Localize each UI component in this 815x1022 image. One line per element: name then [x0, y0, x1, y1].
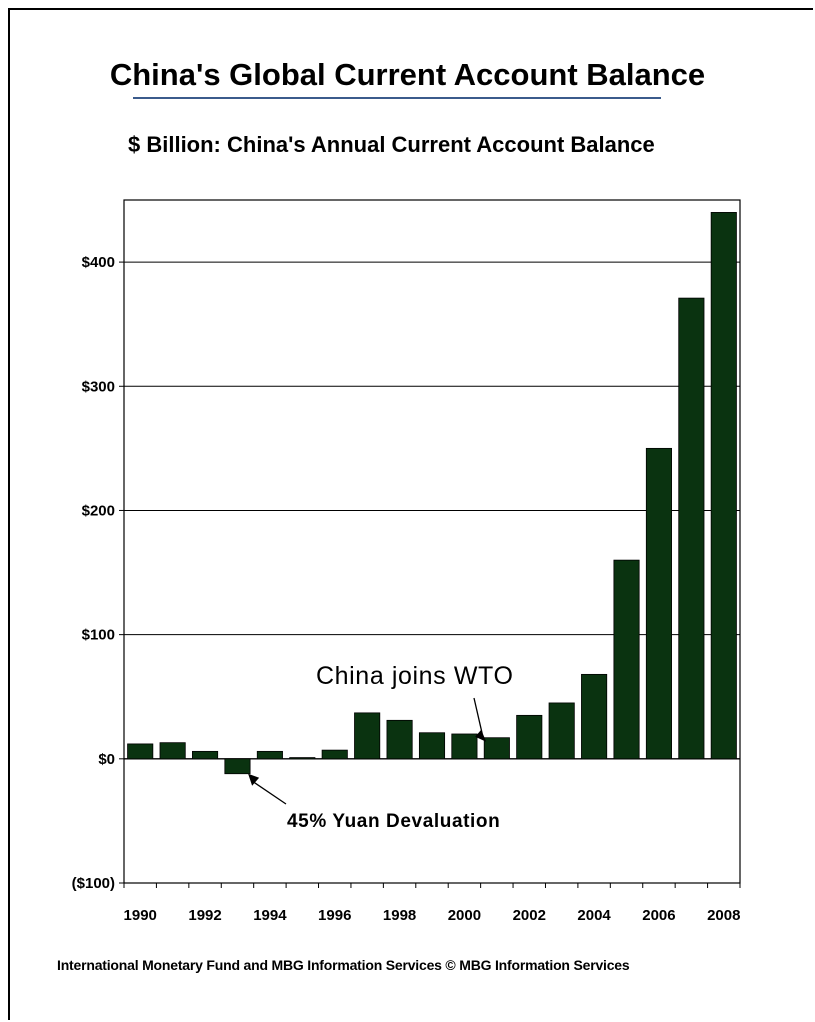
- x-tick-label: 2008: [707, 907, 740, 924]
- bar-2007: [678, 297, 705, 760]
- bar-2005: [613, 559, 640, 760]
- bar-2008: [710, 212, 737, 760]
- y-tick-label: ($100): [72, 875, 115, 892]
- bar-1995: [289, 757, 316, 760]
- bar-2002: [516, 714, 543, 760]
- bar-2001: [483, 737, 510, 760]
- y-tick-label: $0: [98, 751, 115, 768]
- title-underline: [133, 97, 661, 99]
- bar-1998: [386, 719, 413, 760]
- annotation-arrowhead-wto: [475, 729, 487, 742]
- x-tick-label: 2006: [642, 907, 675, 924]
- page-title: China's Global Current Account Balance: [109, 57, 706, 92]
- bar-1990: [127, 743, 154, 760]
- x-tick-label: 1992: [188, 907, 221, 924]
- bar-1997: [354, 712, 381, 760]
- bar-2006: [645, 447, 672, 760]
- bar-1994: [256, 750, 283, 760]
- annotation-arrow-wto: [473, 697, 483, 734]
- x-tick-label: 1998: [383, 907, 416, 924]
- bar-2000: [451, 733, 478, 760]
- y-tick-label: $200: [82, 502, 115, 519]
- annotation-arrowhead-devaluation: [248, 773, 260, 786]
- annotation-arrow-devaluation: [252, 781, 287, 805]
- x-tick-label: 1994: [253, 907, 287, 924]
- annotation-yuan-devaluation: 45% Yuan Devaluation: [287, 811, 500, 832]
- plot-area: [123, 199, 741, 884]
- y-tick-label: $400: [82, 254, 115, 271]
- bar-1999: [418, 732, 446, 760]
- source-note: International Monetary Fund and MBG Info…: [57, 957, 630, 973]
- bar-1996: [321, 749, 348, 760]
- chart-title: $ Billion: China's Annual Current Accoun…: [128, 132, 655, 157]
- y-tick-label: $100: [82, 627, 115, 644]
- y-tick-label: $300: [82, 378, 115, 395]
- x-tick-label: 1996: [318, 907, 351, 924]
- x-tick-label: 1990: [124, 907, 157, 924]
- x-tick-label: 2004: [577, 907, 611, 924]
- annotation-china-joins-wto: China joins WTO: [316, 662, 514, 690]
- bar-1992: [192, 750, 219, 760]
- x-tick-label: 2002: [513, 907, 546, 924]
- bar-1991: [159, 742, 186, 760]
- x-tick-label: 2000: [448, 907, 481, 924]
- bar-1993: [224, 758, 251, 775]
- bar-2004: [581, 673, 608, 760]
- slide-frame: [8, 8, 813, 1020]
- bar-2003: [548, 702, 575, 760]
